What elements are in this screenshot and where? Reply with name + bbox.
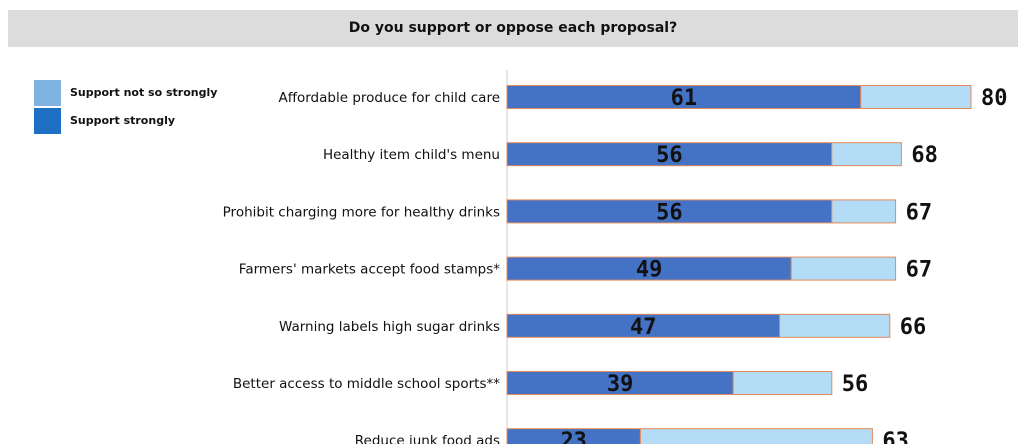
category-label: Better access to middle school sports** <box>233 376 500 392</box>
bar-support-not-so-strongly <box>791 257 895 280</box>
bar-support-not-so-strongly <box>832 143 902 166</box>
value-label-total: 68 <box>911 143 938 168</box>
bar-support-not-so-strongly <box>640 429 872 444</box>
value-label-support-strongly: 56 <box>656 200 683 225</box>
value-label-support-strongly: 39 <box>607 372 634 397</box>
category-label: Prohibit charging more for healthy drink… <box>223 204 500 220</box>
value-label-total: 63 <box>882 429 909 444</box>
bar-support-not-so-strongly <box>861 86 971 109</box>
value-label-support-strongly: 61 <box>671 86 698 111</box>
bar-support-not-so-strongly <box>780 314 890 337</box>
category-label: Healthy item child's menu <box>323 147 500 163</box>
value-label-total: 56 <box>842 372 869 397</box>
value-label-total: 80 <box>981 86 1008 111</box>
value-label-total: 67 <box>906 258 933 283</box>
category-label: Farmers' markets accept food stamps* <box>239 262 500 278</box>
value-label-total: 67 <box>906 200 933 225</box>
bar-support-not-so-strongly <box>733 372 832 395</box>
bar-support-not-so-strongly <box>832 200 896 223</box>
category-label: Affordable produce for child care <box>278 90 500 106</box>
value-label-total: 66 <box>900 315 927 340</box>
value-label-support-strongly: 56 <box>656 143 683 168</box>
value-label-support-strongly: 23 <box>560 429 587 444</box>
value-label-support-strongly: 47 <box>630 315 657 340</box>
category-label: Warning labels high sugar drinks <box>279 319 500 335</box>
value-label-support-strongly: 49 <box>636 258 663 283</box>
category-label: Reduce junk food ads <box>355 433 500 444</box>
